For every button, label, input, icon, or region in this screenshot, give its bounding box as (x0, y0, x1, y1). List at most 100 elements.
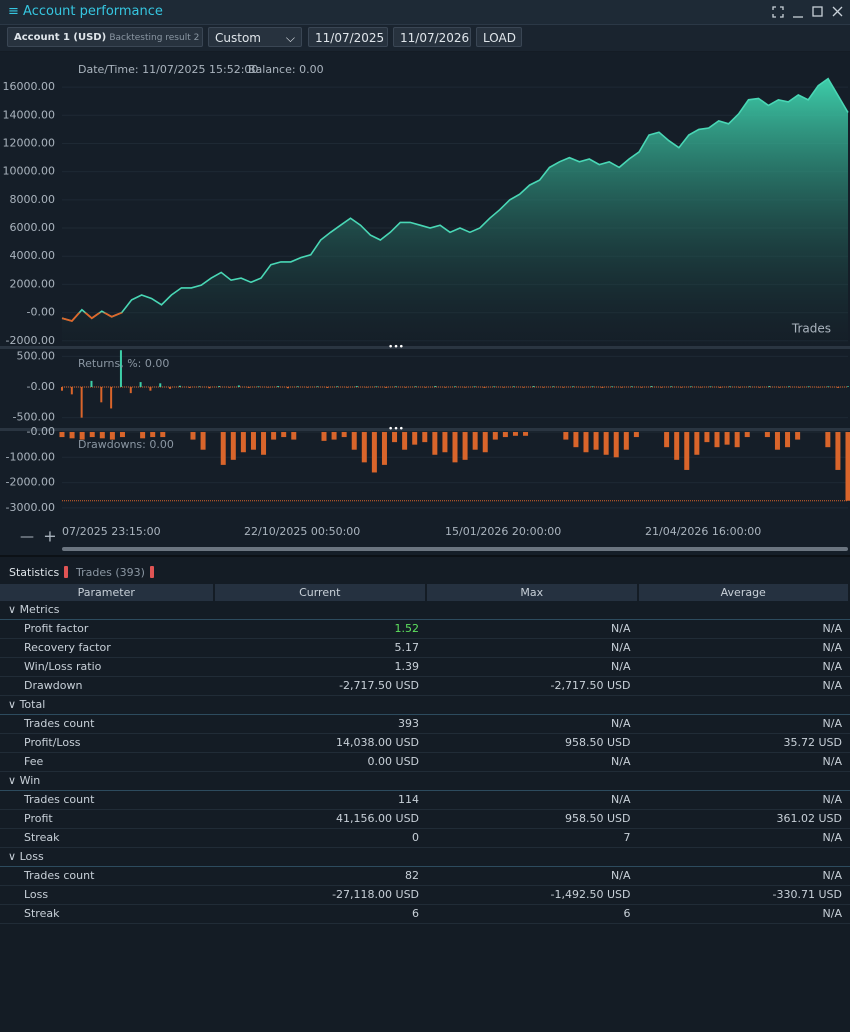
bar (395, 386, 398, 387)
window-title: ≡ Account performance (8, 4, 163, 19)
tab[interactable]: Statistics (9, 566, 69, 579)
zoom-out[interactable]: — (20, 529, 34, 545)
bar (79, 432, 85, 440)
zoom-in[interactable]: + (43, 527, 56, 546)
scrollbar[interactable] (62, 547, 848, 551)
title-bar: ≡ Account performance (0, 0, 850, 25)
header: Returns, %: 0.00 (78, 357, 169, 370)
tab[interactable]: Trades (393) (76, 566, 154, 579)
group-row[interactable]: ∨ Loss (0, 848, 850, 867)
period: Custom (215, 31, 261, 45)
tabs: Statistics Trades (393) (0, 563, 850, 582)
bar (679, 387, 682, 388)
to-date[interactable]: 11/07/2026 (393, 27, 471, 47)
account-select[interactable]: Account 1 (USD) Backtesting result 2 (7, 27, 203, 47)
bar (493, 386, 496, 387)
cell: 6 (412, 907, 420, 920)
group-row[interactable]: ∨ Total (0, 696, 850, 715)
bar (385, 387, 388, 388)
balance: Balance: 0.00 (248, 63, 324, 76)
cell: N/A (822, 717, 842, 730)
splitter[interactable] (0, 346, 850, 349)
bar (169, 387, 172, 389)
bar (650, 386, 653, 387)
cell: -1,492.50 USD (550, 888, 631, 901)
y-tick-label: -2000.00 (6, 334, 55, 347)
cell: 1.52 (394, 622, 420, 635)
close[interactable] (832, 6, 843, 17)
y-tick-label: 6000.00 (10, 221, 56, 234)
column-header: Parameter (0, 584, 213, 601)
bar (412, 432, 418, 445)
equity-line (61, 77, 849, 322)
splitter-handle: ••• (388, 425, 404, 435)
bar (462, 432, 468, 460)
group-name: Win (19, 774, 41, 787)
cell: 82 (405, 869, 420, 882)
y-tick-label: 4000.00 (10, 249, 56, 262)
cell: N/A (822, 622, 842, 635)
bar (90, 380, 93, 387)
maximize[interactable] (812, 6, 823, 17)
bar (689, 386, 692, 387)
bar (542, 387, 545, 388)
cell: 14,038.00 USD (336, 736, 420, 749)
load-button[interactable]: LOAD (476, 27, 522, 47)
bar (277, 386, 280, 387)
bar (414, 386, 417, 387)
group-row[interactable]: ∨ Metrics (0, 601, 850, 620)
bar (729, 386, 732, 387)
bar (571, 386, 574, 387)
y-tick-label: 14000.00 (3, 108, 56, 121)
bar (613, 432, 619, 458)
splitter[interactable] (0, 428, 850, 431)
cell: N/A (822, 755, 842, 768)
bar (402, 432, 408, 450)
bar (473, 386, 476, 387)
header: Drawdowns: 0.00 (78, 438, 174, 451)
data-row: Recovery factor 5.17 N/A N/A (0, 639, 850, 658)
cell: N/A (611, 755, 631, 768)
bar (119, 350, 122, 387)
cell: N/A (611, 793, 631, 806)
cell: -27,118.00 USD (332, 888, 420, 901)
bar (532, 386, 535, 387)
series-label: Trades (791, 322, 831, 336)
bar (422, 432, 428, 443)
cell: 35.72 USD (783, 736, 843, 749)
bar (502, 432, 508, 438)
data-row: Drawdown -2,717.50 USD -2,717.50 USD N/A (0, 677, 850, 696)
bar (709, 386, 712, 387)
from-date[interactable]: 11/07/2025 (308, 27, 388, 47)
splitter-handle: ••• (388, 343, 404, 353)
bar (271, 432, 277, 440)
bar (208, 387, 211, 389)
bar (581, 387, 584, 388)
fullscreen[interactable] (772, 6, 784, 18)
cell: N/A (611, 622, 631, 635)
statistics-table: Parameter Current Max Average ∨ Metrics Profi… (0, 584, 850, 924)
bar (442, 432, 448, 453)
bar (774, 432, 780, 450)
cell: 114 (398, 793, 420, 806)
data-row: Profit/Loss 14,038.00 USD 958.50 USD 35.72 … (0, 734, 850, 753)
bar (336, 386, 339, 387)
bar (463, 387, 466, 388)
bar (835, 432, 841, 470)
bar (472, 432, 478, 450)
menu-icon[interactable]: ≡ (8, 4, 24, 19)
group-row[interactable]: ∨ Win (0, 772, 850, 791)
cell: N/A (611, 717, 631, 730)
bar (670, 386, 673, 387)
bar (768, 386, 771, 387)
data-row: Profit factor 1.52 N/A N/A (0, 620, 850, 639)
tab-label: Trades (393) (76, 566, 145, 579)
group-name: Total (19, 698, 46, 711)
bar (70, 387, 73, 395)
bar (159, 383, 162, 387)
bar (611, 386, 614, 387)
cell: 958.50 USD (565, 736, 631, 749)
period-select[interactable]: Custom ⌵ (208, 27, 302, 47)
bar (482, 432, 488, 453)
